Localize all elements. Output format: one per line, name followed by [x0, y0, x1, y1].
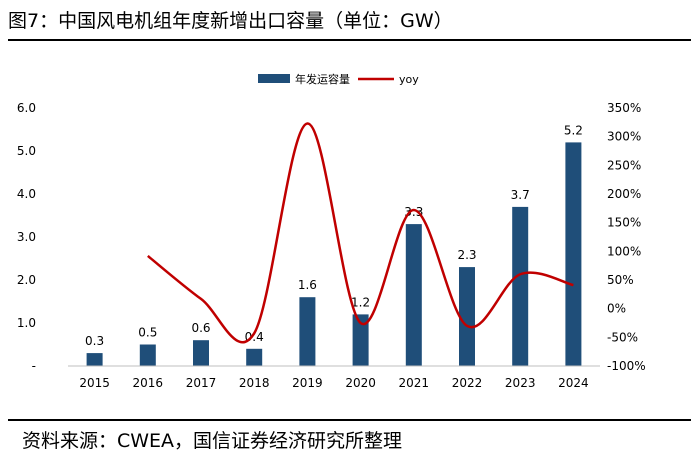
- right-tick-label: 300%: [607, 130, 641, 144]
- bar-value-label: 5.2: [564, 123, 583, 137]
- bar-2023: [512, 206, 529, 366]
- bar-2021: [405, 224, 422, 366]
- x-axis: 2015 2016 2017 2018 2019 2020 2021 2022 2023 2024: [68, 365, 600, 390]
- x-tick-label: 2016: [133, 376, 164, 390]
- right-tick-label: 200%: [607, 187, 641, 201]
- bar-2018: [246, 348, 263, 366]
- right-tick-label: 50%: [607, 273, 634, 287]
- x-tick-label: 2015: [79, 376, 110, 390]
- x-tick-label: 2023: [505, 376, 536, 390]
- right-tick-label: -50%: [607, 330, 638, 344]
- left-tick-label: 3.0: [17, 230, 36, 244]
- x-tick-label: 2018: [239, 376, 270, 390]
- left-tick-label: -: [32, 359, 36, 373]
- left-tick-label: 2.0: [17, 273, 36, 287]
- x-tick-label: 2019: [292, 376, 323, 390]
- bar-series: 0.30.5 0.60.41.61.23.32.33.75.2: [85, 123, 583, 366]
- right-tick-label: 0%: [607, 302, 626, 316]
- bar-2022: [459, 267, 475, 366]
- right-tick-label: 250%: [607, 158, 641, 172]
- right-tick-label: 350%: [607, 101, 641, 115]
- chart-title: 图7：中国风电机组年度新增出口容量（单位：GW）: [8, 10, 453, 32]
- source-rule: [8, 419, 691, 421]
- legend-bar-swatch: [258, 74, 290, 83]
- legend: 年发运容量 yoy: [258, 72, 419, 86]
- x-tick-label: 2022: [452, 376, 483, 390]
- x-tick-label: 2024: [558, 376, 589, 390]
- bar-value-label: 0.6: [191, 321, 210, 335]
- yoy-line: [147, 122, 574, 344]
- right-y-axis: -100% -50% 0% 50% 100% 150% 200% 250% 300% 350%: [607, 101, 646, 373]
- bar-2015: [86, 353, 103, 366]
- legend-line-label: yoy: [399, 73, 419, 86]
- bar-2016: [139, 344, 156, 366]
- bar-value-label: 1.6: [298, 278, 317, 292]
- x-tick-label: 2020: [345, 376, 376, 390]
- bar-value-label: 0.3: [85, 334, 104, 348]
- bar-value-label: 3.7: [511, 188, 530, 202]
- bar-value-label: 0.5: [138, 326, 157, 340]
- bar-2019: [299, 297, 316, 366]
- bar-2024: [565, 142, 582, 366]
- legend-bar-label: 年发运容量: [295, 72, 350, 86]
- left-tick-label: 1.0: [17, 316, 36, 330]
- yoy-line-series: [147, 122, 574, 344]
- right-tick-label: -100%: [607, 359, 646, 373]
- title-rule: [8, 39, 691, 41]
- left-tick-label: 5.0: [17, 144, 36, 158]
- bar-2020: [352, 314, 369, 366]
- bar-value-label: 1.2: [351, 295, 370, 309]
- x-tick-label: 2017: [186, 376, 217, 390]
- left-y-axis: - 1.0 2.0 3.0 4.0 5.0 6.0: [17, 101, 36, 373]
- bar-value-label: 3.3: [404, 205, 423, 219]
- bar-2017: [193, 340, 209, 366]
- source-note: 资料来源：CWEA，国信证券经济研究所整理: [22, 430, 403, 452]
- left-tick-label: 4.0: [17, 187, 36, 201]
- left-tick-label: 6.0: [17, 101, 36, 115]
- x-tick-label: 2021: [399, 376, 430, 390]
- bar-value-label: 2.3: [457, 248, 476, 262]
- right-tick-label: 100%: [607, 244, 641, 258]
- right-tick-label: 150%: [607, 216, 641, 230]
